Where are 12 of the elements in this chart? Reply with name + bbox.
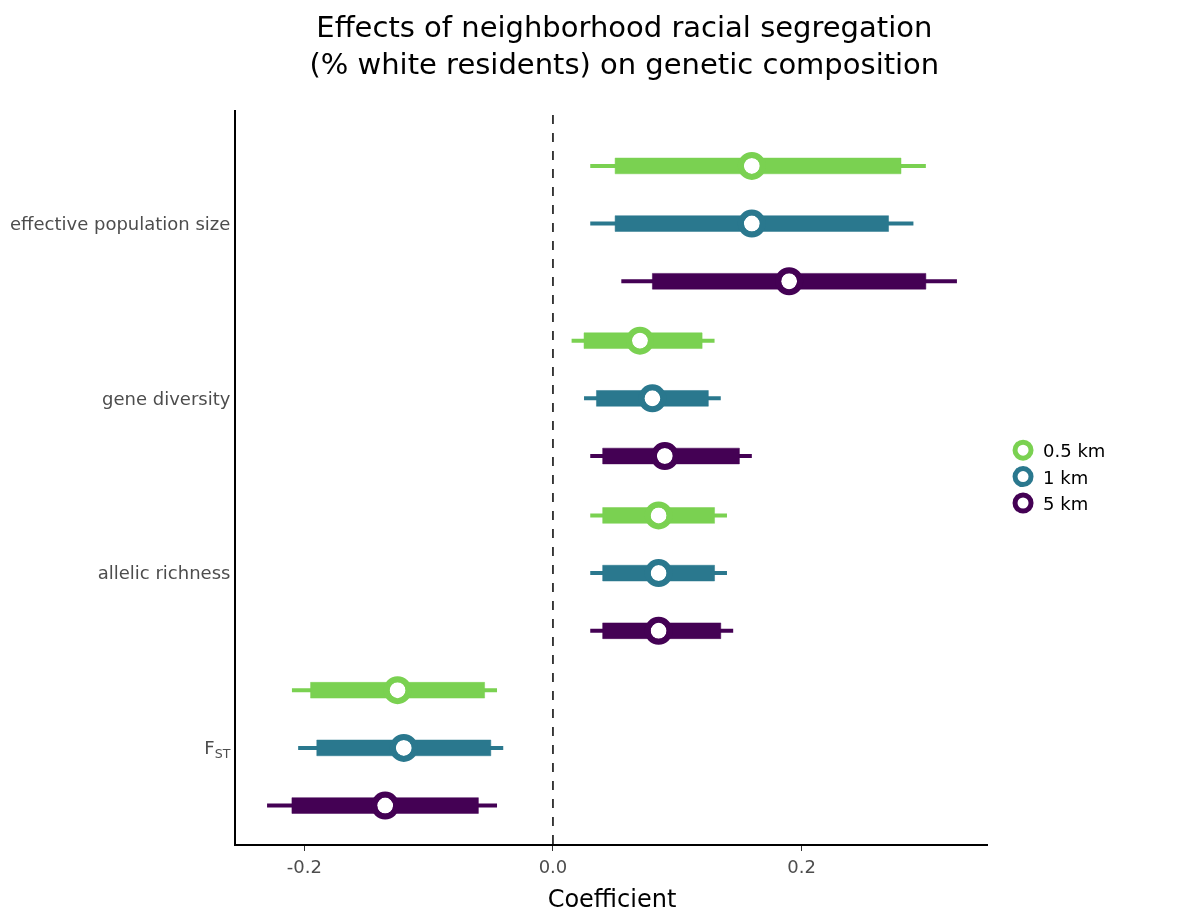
x-axis-title: Coefficient — [547, 885, 677, 914]
y-tick-label: allelic richness — [97, 562, 231, 584]
y-tick-label: F$_{ST}$ — [204, 737, 231, 761]
legend-label: 0.5 km — [1043, 440, 1106, 462]
y-tick-label: gene diversity — [102, 387, 231, 409]
x-tick-label: 0.2 — [787, 855, 816, 877]
chart-title: Effects of neighborhood racial segregation (% white residents) on genetic composition — [309, 9, 940, 82]
legend-label: 5 km — [1043, 493, 1089, 515]
legend-label: 1 km — [1043, 466, 1089, 488]
x-tick-label: 0.0 — [538, 855, 568, 877]
x-tick-label: -0.2 — [286, 855, 322, 877]
y-tick-label: effective population size — [10, 212, 231, 234]
